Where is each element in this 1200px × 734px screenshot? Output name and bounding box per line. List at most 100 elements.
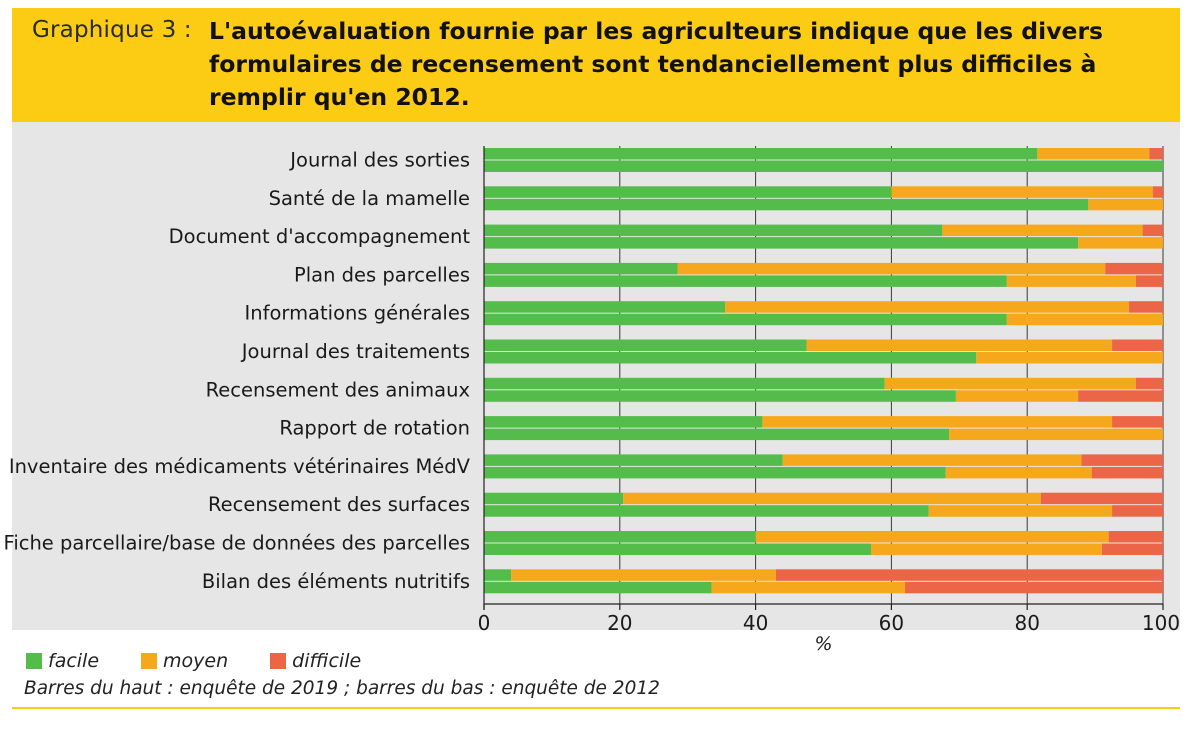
category-label: Rapport de rotation: [279, 417, 470, 440]
chart-title: L'autoévaluation fournie par les agricul…: [209, 17, 1104, 111]
bar-difficile-2019: [775, 569, 1163, 581]
bar-facile-2019: [484, 377, 885, 390]
category-label: Informations générales: [244, 302, 470, 325]
bar-facile-2012: [484, 581, 712, 594]
bar-difficile-2012: [1078, 390, 1163, 402]
x-tick-label: 100: [1142, 611, 1180, 635]
bar-moyen-2012: [1006, 275, 1136, 287]
bar-difficile-2019: [1149, 148, 1163, 160]
bar-difficile-2019: [1081, 454, 1163, 466]
bar-facile-2019: [484, 148, 1038, 160]
x-tick-label: 0: [478, 611, 491, 635]
bar-facile-2012: [484, 390, 956, 402]
bar-difficile-2019: [1112, 416, 1163, 428]
x-tick-label: 60: [879, 611, 904, 635]
x-tick-label: 40: [743, 611, 768, 635]
bar-moyen-2019: [884, 377, 1136, 390]
bar-moyen-2019: [891, 186, 1153, 198]
bar-facile-2019: [484, 492, 624, 505]
bar-facile-2019: [484, 569, 512, 581]
bar-difficile-2019: [1040, 492, 1163, 505]
bar-facile-2019: [484, 339, 807, 351]
legend-swatch-moyen: [141, 653, 158, 669]
legend-item-difficile: difficile: [270, 650, 361, 672]
chart-header: Graphique 3 : L'autoévaluation fournie p…: [12, 8, 1180, 122]
chart-number-label: Graphique 3 :: [32, 17, 192, 43]
bar-moyen-2012: [928, 505, 1113, 517]
bar-difficile-2019: [1112, 339, 1163, 351]
bar-moyen-2019: [755, 531, 1109, 543]
bar-facile-2019: [484, 416, 763, 428]
bar-facile-2012: [484, 466, 946, 479]
bar-difficile-2012: [904, 581, 1163, 594]
bar-moyen-2019: [782, 454, 1082, 466]
bar-facile-2019: [484, 301, 726, 313]
bar-difficile-2019: [1105, 262, 1163, 275]
bar-difficile-2019: [1129, 301, 1163, 313]
bar-moyen-2012: [945, 466, 1092, 479]
bar-difficile-2019: [1142, 224, 1163, 237]
bar-facile-2012: [484, 198, 1089, 211]
category-label: Inventaire des médicaments vétérinaires …: [9, 455, 471, 478]
bar-facile-2012: [484, 275, 1007, 287]
bottom-rule: [12, 707, 1180, 709]
bar-facile-2012: [484, 543, 872, 555]
legend: facile moyen difficile: [26, 649, 403, 673]
x-tick-label: 20: [607, 611, 632, 635]
category-label: Recensement des surfaces: [208, 493, 470, 516]
x-tick-label: 80: [1014, 611, 1039, 635]
bar-moyen-2012: [976, 352, 1163, 364]
legend-label-facile: facile: [48, 650, 100, 672]
bar-difficile-2019: [1135, 377, 1163, 390]
legend-item-facile: facile: [26, 650, 99, 672]
legend-swatch-difficile: [270, 653, 287, 669]
bar-moyen-2019: [511, 569, 776, 581]
bar-difficile-2012: [1091, 466, 1163, 479]
bar-moyen-2019: [623, 492, 1041, 505]
bar-facile-2019: [484, 454, 783, 466]
legend-label-difficile: difficile: [292, 650, 362, 672]
bar-facile-2012: [484, 505, 929, 517]
bar-moyen-2012: [949, 428, 1163, 441]
bar-moyen-2012: [955, 390, 1079, 402]
bar-moyen-2019: [725, 301, 1130, 313]
bar-facile-2012: [484, 352, 977, 364]
category-label: Journal des sorties: [288, 149, 470, 172]
bar-facile-2012: [484, 160, 1163, 172]
bar-difficile-2019: [1152, 186, 1163, 198]
bar-moyen-2012: [871, 543, 1102, 555]
bar-difficile-2012: [1112, 505, 1163, 517]
x-axis-label: %: [814, 633, 832, 655]
bar-facile-2019: [484, 531, 756, 543]
bar-facile-2019: [484, 262, 678, 275]
bar-facile-2019: [484, 224, 943, 237]
category-label: Recensement des animaux: [206, 378, 470, 401]
category-label: Bilan des éléments nutritifs: [202, 570, 470, 593]
category-label: Santé de la mamelle: [269, 187, 470, 210]
bar-difficile-2019: [1108, 531, 1163, 543]
bar-facile-2019: [484, 186, 892, 198]
bar-facile-2012: [484, 313, 1007, 326]
bar-moyen-2019: [677, 262, 1106, 275]
bar-moyen-2012: [1078, 237, 1163, 249]
bar-moyen-2019: [762, 416, 1113, 428]
legend-item-moyen: moyen: [141, 650, 228, 672]
bar-difficile-2012: [1101, 543, 1163, 555]
category-label: Journal des traitements: [240, 340, 470, 363]
category-label: Fiche parcellaire/base de données des pa…: [4, 532, 470, 555]
category-label: Plan des parcelles: [294, 263, 470, 286]
category-label: Document d'accompagnement: [169, 225, 471, 248]
bar-facile-2012: [484, 237, 1079, 249]
bar-moyen-2019: [806, 339, 1113, 351]
legend-swatch-facile: [26, 653, 42, 669]
bar-facile-2012: [484, 428, 950, 441]
bar-moyen-2012: [1006, 313, 1163, 326]
survey-note: Barres du haut : enquête de 2019 ; barre…: [24, 678, 660, 699]
bar-moyen-2012: [711, 581, 905, 594]
bar-moyen-2019: [1037, 148, 1150, 160]
bar-moyen-2012: [1088, 198, 1163, 211]
bar-difficile-2012: [1135, 275, 1163, 287]
bar-moyen-2019: [942, 224, 1143, 237]
legend-label-moyen: moyen: [163, 650, 229, 672]
